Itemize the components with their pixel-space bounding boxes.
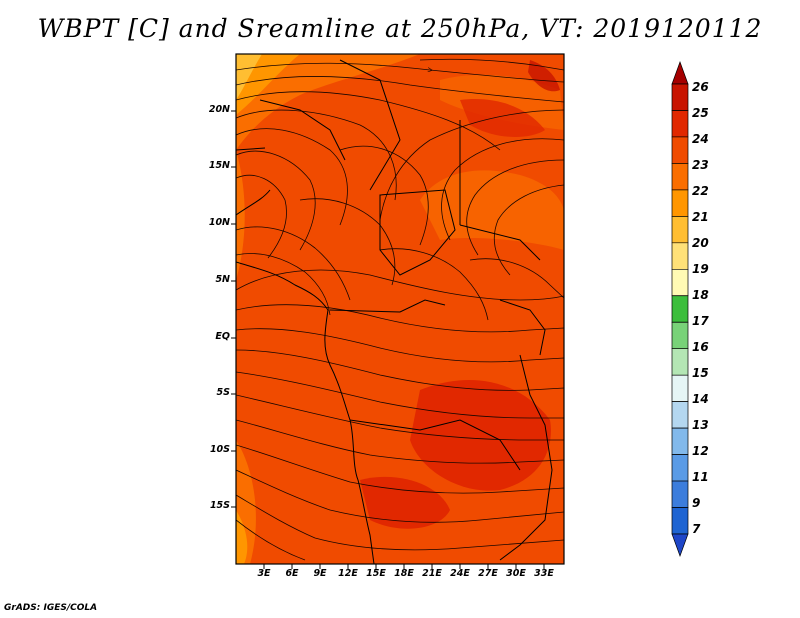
colorbar-label-24: 24 — [692, 132, 709, 146]
colorbar-label-21: 21 — [692, 210, 709, 224]
lon-label-18e: 18E — [394, 568, 414, 579]
colorbar-label-17: 17 — [692, 314, 709, 328]
lat-label-5n: 5N — [215, 274, 230, 285]
colorbar-swatch — [671, 321, 689, 350]
colorbar-label-18: 18 — [692, 288, 709, 302]
colorbar-swatch — [671, 533, 689, 558]
lat-label-15s: 15S — [209, 500, 230, 511]
lon-label-15e: 15E — [366, 568, 386, 579]
lat-label-15n: 15N — [208, 160, 230, 171]
axis-ticks — [231, 110, 545, 569]
colorbar-label-20: 20 — [692, 236, 709, 250]
map-frame — [235, 53, 565, 565]
colorbar — [671, 60, 689, 558]
colorbar-label-12: 12 — [692, 444, 709, 458]
colorbar-swatch — [671, 374, 689, 402]
lon-label-6e: 6E — [285, 568, 299, 579]
colorbar-swatch — [671, 268, 689, 297]
coastlines — [236, 59, 553, 564]
grads-credit: GrADS: IGES/COLA — [4, 603, 98, 613]
colorbar-swatch — [671, 60, 689, 85]
lon-label-3e: 3E — [257, 568, 271, 579]
colorbar-label-14: 14 — [692, 392, 709, 406]
colorbar-label-22: 22 — [692, 184, 709, 198]
colorbar-label-26: 26 — [692, 80, 709, 94]
colorbar-label-11: 11 — [692, 470, 709, 484]
lat-label-10n: 10N — [208, 217, 230, 228]
colorbar-swatch — [671, 401, 689, 429]
colorbar-swatch — [671, 189, 689, 217]
colorbar-label-16: 16 — [692, 340, 709, 354]
lon-label-27e: 27E — [478, 568, 498, 579]
lon-label-33e: 33E — [534, 568, 554, 579]
colorbar-swatch — [671, 454, 689, 482]
lon-label-9e: 9E — [313, 568, 327, 579]
lon-label-12e: 12E — [338, 568, 358, 579]
lat-label-20n: 20N — [208, 104, 230, 115]
colorbar-label-23: 23 — [692, 158, 709, 172]
lon-label-30e: 30E — [506, 568, 526, 579]
lat-label-10s: 10S — [209, 444, 230, 455]
colorbar-swatch — [671, 507, 689, 535]
colorbar-swatch — [671, 295, 689, 323]
lon-label-24e: 24E — [450, 568, 470, 579]
colorbar-swatch — [671, 348, 689, 376]
colorbar-label-13: 13 — [692, 418, 709, 432]
colorbar-swatch — [671, 427, 689, 455]
colorbar-label-7: 7 — [692, 522, 701, 536]
colorbar-label-9: 9 — [692, 496, 701, 510]
colorbar-swatch — [671, 216, 689, 244]
colorbar-swatch — [671, 110, 689, 138]
colorbar-swatch — [671, 136, 689, 164]
lon-label-21e: 21E — [422, 568, 442, 579]
colorbar-swatch — [671, 480, 689, 508]
lat-label-5s: 5S — [216, 387, 230, 398]
colorbar-label-25: 25 — [692, 106, 709, 120]
colorbar-swatch — [671, 242, 689, 270]
colorbar-label-19: 19 — [692, 262, 709, 276]
colorbar-swatch — [671, 83, 689, 111]
colorbar-label-15: 15 — [692, 366, 709, 380]
chart-title: WBPT [C] and Sreamline at 250hPa, VT: 20… — [37, 14, 763, 43]
lat-label-eq: EQ — [215, 331, 230, 342]
colorbar-swatch — [671, 163, 689, 191]
